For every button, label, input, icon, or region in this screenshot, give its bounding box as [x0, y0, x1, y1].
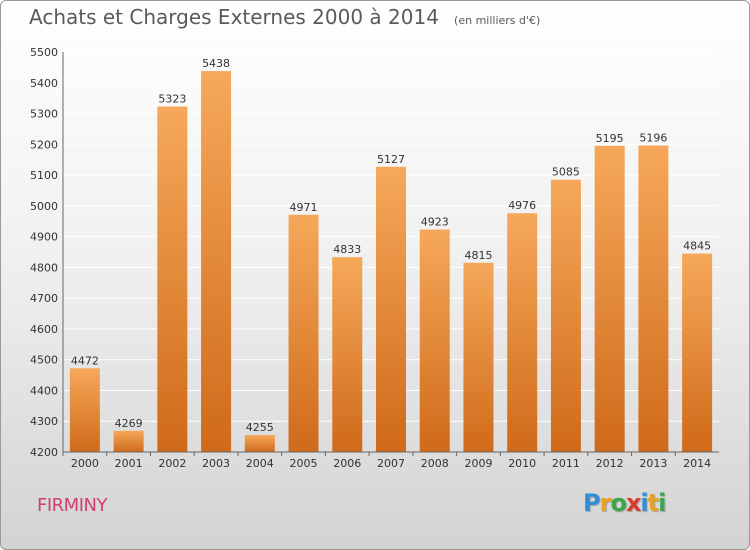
y-tick-label: 4700: [30, 292, 58, 305]
y-tick-label: 5000: [30, 200, 58, 213]
bar-2000: [69, 368, 100, 452]
y-tick-label: 5300: [30, 108, 58, 121]
logo-letter: t: [647, 489, 660, 517]
logo-letter: i: [658, 489, 666, 517]
data-label-2007: 5127: [377, 153, 405, 166]
data-label-2004: 4255: [246, 421, 274, 434]
data-label-2010: 4976: [508, 199, 536, 212]
data-label-2002: 5323: [158, 92, 186, 105]
x-tick-label: 2000: [71, 457, 99, 470]
y-tick-label: 4400: [30, 384, 58, 397]
data-label-2014: 4845: [683, 240, 711, 253]
bar-2014: [682, 253, 713, 452]
x-tick-label: 2004: [246, 457, 274, 470]
proxiti-logo: Proxiti: [583, 489, 666, 517]
bar-2002: [157, 106, 188, 452]
y-tick-label: 4900: [30, 231, 58, 244]
x-tick-label: 2001: [115, 457, 143, 470]
x-tick-label: 2007: [377, 457, 405, 470]
bar-2001: [113, 430, 144, 452]
data-label-2008: 4923: [421, 216, 449, 229]
y-tick-label: 5500: [30, 46, 58, 59]
logo-letter: x: [625, 489, 642, 517]
x-tick-label: 2013: [639, 457, 667, 470]
y-tick-label: 4600: [30, 323, 58, 336]
x-tick-label: 2005: [290, 457, 318, 470]
data-label-2001: 4269: [115, 417, 143, 430]
x-tick-label: 2011: [552, 457, 580, 470]
data-label-2005: 4971: [290, 201, 318, 214]
y-tick-label: 4500: [30, 354, 58, 367]
logo-letter: i: [640, 489, 648, 517]
y-tick-label: 4200: [30, 446, 58, 459]
y-tick-label: 5400: [30, 77, 58, 90]
x-tick-label: 2010: [508, 457, 536, 470]
logo-letter: P: [583, 489, 601, 517]
bar-2003: [201, 71, 232, 453]
x-tick-label: 2003: [202, 457, 230, 470]
data-label-2012: 5195: [596, 132, 624, 145]
bar-2012: [594, 145, 625, 452]
x-tick-label: 2006: [333, 457, 361, 470]
x-tick-label: 2002: [158, 457, 186, 470]
data-label-2000: 4472: [71, 354, 99, 367]
x-tick-label: 2014: [683, 457, 711, 470]
bar-2011: [550, 179, 581, 452]
data-label-2003: 5438: [202, 57, 230, 70]
y-tick-label: 4300: [30, 415, 58, 428]
data-label-2013: 5196: [639, 132, 667, 145]
logo-letter: o: [610, 489, 626, 517]
x-tick-label: 2008: [421, 457, 449, 470]
data-label-2006: 4833: [333, 243, 361, 256]
y-tick-label: 4800: [30, 261, 58, 274]
bars: [69, 71, 713, 453]
bar-2008: [419, 229, 450, 452]
bar-2009: [463, 262, 494, 452]
bar-2013: [638, 145, 669, 453]
title-text: Achats et Charges Externes 2000 à 2014: [29, 5, 439, 29]
bar-2007: [376, 166, 406, 452]
bar-2006: [332, 257, 363, 452]
data-label-2009: 4815: [464, 249, 492, 262]
unit-note: (en milliers d'€): [454, 14, 541, 27]
bar-2004: [244, 435, 275, 452]
bar-2010: [507, 213, 538, 452]
y-tick-label: 5100: [30, 169, 58, 182]
x-tick-label: 2012: [596, 457, 624, 470]
city-name: FIRMINY: [37, 495, 107, 516]
data-label-2011: 5085: [552, 166, 580, 179]
data-labels: 4472 4269 5323 5438 4255 4971 4833 5127 4923 4815…: [71, 57, 711, 434]
chart-title: Achats et Charges Externes 2000 à 2014 (…: [29, 5, 540, 29]
logo-letter: r: [599, 489, 612, 517]
bar-2005: [288, 214, 319, 452]
x-tick-label: 2009: [464, 457, 492, 470]
axes: 4200 4300 4400 4500 4600 4700 4800 4900 5000 5100…: [30, 46, 719, 470]
y-tick-label: 5200: [30, 138, 58, 151]
